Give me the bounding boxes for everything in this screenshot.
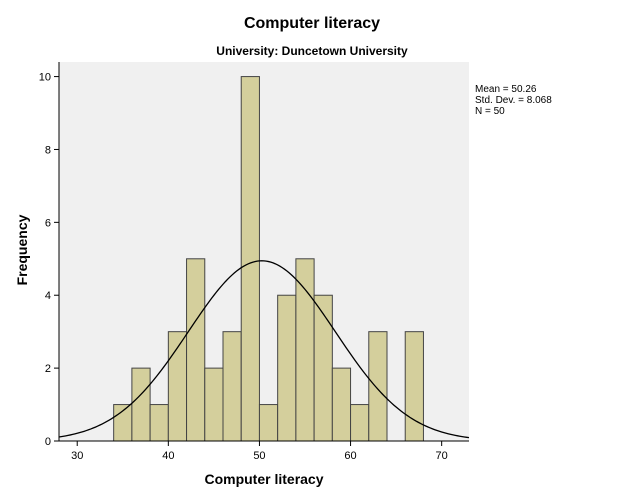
- axes-group: 0 2 4 6 8 10 30 40 50 60 70: [39, 62, 469, 462]
- y-tick-label: 10: [39, 72, 51, 84]
- histogram-bar-6: [222, 331, 242, 442]
- histogram-bar-9: [277, 294, 297, 442]
- x-tick-label: 30: [71, 450, 83, 462]
- x-tick-label: 70: [436, 450, 448, 462]
- histogram-bar-5: [204, 367, 224, 442]
- y-tick-label: 2: [45, 363, 51, 375]
- stats-box: Mean = 50.26 Std. Dev. = 8.068 N = 50: [475, 84, 552, 117]
- y-tick-label: 8: [45, 144, 51, 156]
- x-tick-label: 50: [253, 450, 265, 462]
- x-axis-label: Computer literacy: [204, 471, 323, 487]
- y-tick-label: 0: [45, 436, 51, 448]
- y-tick-label: 6: [45, 217, 51, 229]
- histogram-bar-0: [113, 404, 133, 442]
- histogram-bar-7: [240, 76, 260, 442]
- histogram-bar-8: [258, 404, 279, 442]
- y-tick-label: 4: [45, 290, 51, 302]
- histogram-bar-15: [404, 331, 424, 442]
- x-tick-label: 60: [344, 450, 356, 462]
- chart-subtitle: University: Duncetown University: [216, 44, 408, 58]
- histogram-bar-12: [331, 367, 352, 442]
- stats-n: N = 50: [475, 106, 505, 117]
- histogram-bar-14: [368, 331, 388, 442]
- histogram-bar-13: [350, 404, 370, 442]
- histogram-bar-2: [149, 404, 169, 442]
- histogram-bar-11: [313, 294, 333, 442]
- y-axis-label: Frequency: [14, 214, 30, 285]
- bars-group: [113, 76, 424, 442]
- histogram-bar-1: [131, 367, 151, 442]
- histogram-bar-10: [295, 258, 315, 442]
- histogram-bar-4: [186, 258, 206, 442]
- stats-mean: Mean = 50.26: [475, 84, 537, 95]
- chart-title: Computer literacy: [244, 15, 380, 32]
- stats-std-dev: Std. Dev. = 8.068: [475, 95, 552, 106]
- normal-curve: [58, 260, 470, 439]
- plot-area: [59, 62, 469, 441]
- x-tick-label: 40: [162, 450, 174, 462]
